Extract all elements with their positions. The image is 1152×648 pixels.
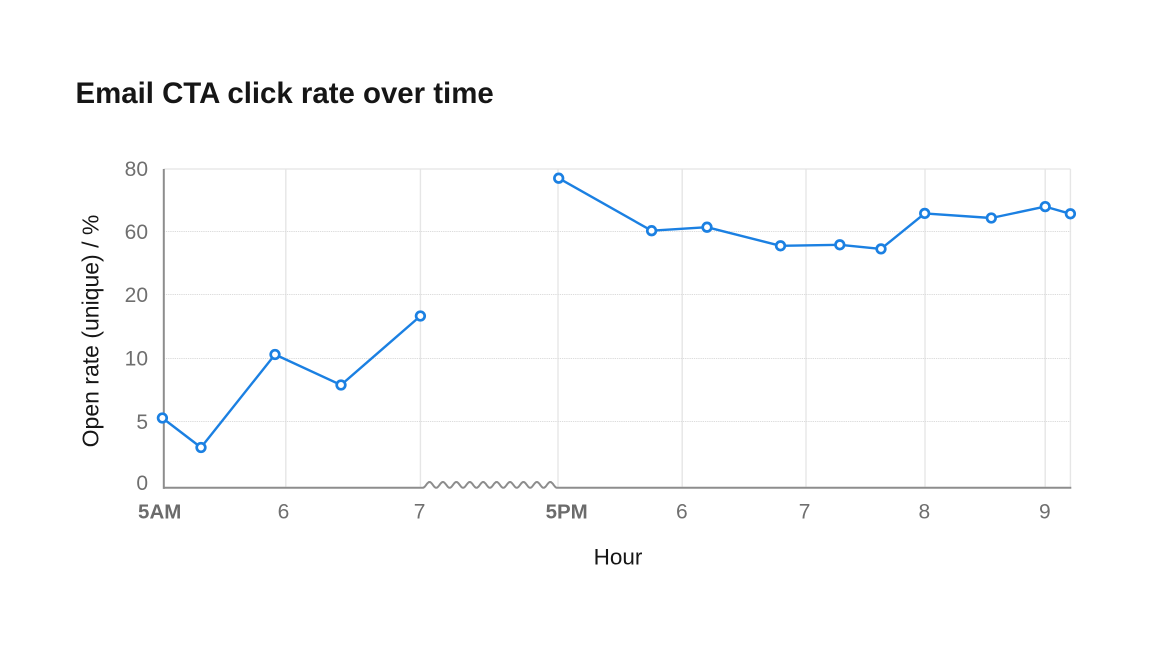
svg-text:10: 10	[125, 347, 148, 370]
svg-text:5AM: 5AM	[138, 501, 181, 524]
svg-text:60: 60	[125, 221, 148, 244]
svg-text:Email CTA click rate over time: Email CTA click rate over time	[76, 77, 494, 110]
svg-text:6: 6	[676, 501, 688, 524]
svg-text:80: 80	[125, 158, 148, 181]
svg-text:20: 20	[125, 284, 148, 307]
svg-text:7: 7	[414, 501, 426, 524]
svg-text:5PM: 5PM	[546, 501, 588, 524]
svg-text:6: 6	[278, 501, 290, 524]
svg-text:0: 0	[136, 472, 148, 495]
svg-text:9: 9	[1039, 501, 1051, 524]
svg-text:5: 5	[136, 411, 148, 434]
svg-text:7: 7	[799, 501, 811, 524]
svg-text:Hour: Hour	[594, 545, 643, 570]
svg-text:8: 8	[919, 501, 931, 524]
svg-text:Open rate (unique) / %: Open rate (unique) / %	[78, 215, 104, 448]
